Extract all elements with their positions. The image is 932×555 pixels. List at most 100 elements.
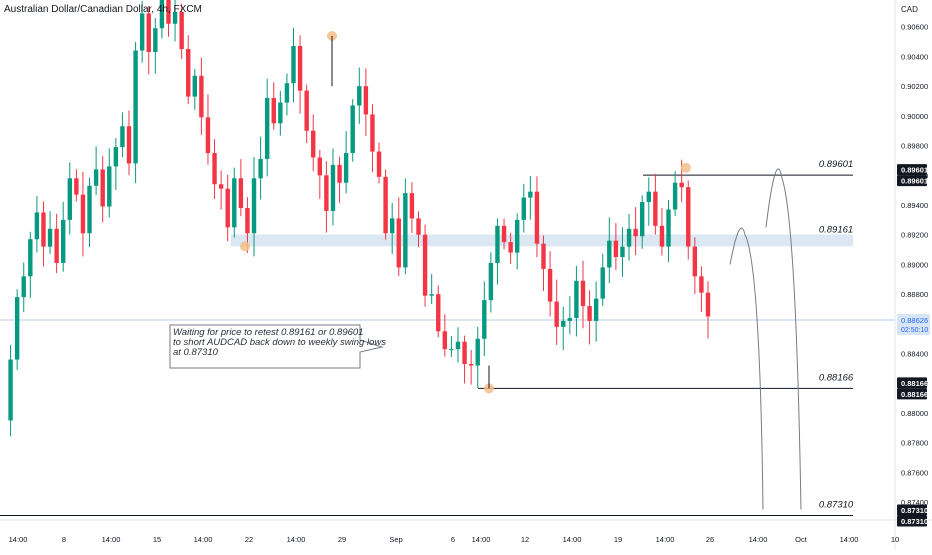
candle-body	[396, 218, 401, 268]
candle-body	[107, 166, 112, 207]
symbol-title: Australian Dollar/Canadian Dollar, 4h, F…	[4, 4, 202, 15]
candle-body	[54, 228, 59, 263]
candle-body	[554, 301, 559, 327]
candle-body	[212, 153, 217, 185]
candle-body	[705, 292, 711, 317]
candle-body	[416, 218, 421, 235]
candle-body	[409, 193, 415, 219]
candle-body	[383, 176, 388, 234]
candle-body	[640, 202, 645, 237]
level-label: 0.88166	[819, 372, 854, 383]
candle-body	[218, 184, 224, 189]
candle-body	[686, 187, 691, 247]
current-price-value: 0.88626	[901, 316, 928, 325]
current-price-tag	[897, 314, 930, 336]
candle-body	[199, 75, 204, 118]
candle-body	[139, 13, 145, 51]
candle-body	[403, 193, 408, 268]
candle-body	[514, 219, 520, 253]
candle-body	[357, 86, 362, 106]
price-tag-label: 0.87310	[901, 506, 928, 515]
candle-body	[41, 212, 46, 247]
y-tick-label: 0.87400	[901, 498, 928, 507]
candle-body	[264, 98, 270, 159]
candle-body	[607, 240, 612, 268]
x-tick-label: 14:00	[194, 535, 213, 544]
annotation-line-2: to short AUDCAD back down to weekly swin…	[173, 337, 386, 348]
swing-marker	[240, 241, 250, 252]
annotation-line-3: at 0.87310	[173, 347, 218, 358]
annotation-callout[interactable]: Waiting for price to retest 0.89161 or 0…	[170, 325, 386, 368]
candle-body	[284, 83, 290, 103]
price-tag-label: 0.89601	[901, 166, 928, 175]
candle-body	[699, 276, 704, 293]
candle-body	[659, 225, 665, 247]
price-tag	[897, 504, 927, 516]
candle-body	[370, 114, 375, 152]
candle-body	[567, 317, 573, 321]
candle-body	[113, 147, 119, 167]
candle-body	[488, 262, 494, 301]
candle-body	[28, 239, 33, 277]
candle-body	[14, 297, 20, 360]
callout-box	[169, 324, 384, 369]
candle-body	[541, 243, 546, 269]
candle-body	[574, 280, 579, 318]
x-tick-label: 29	[338, 535, 346, 544]
candle-body	[225, 188, 230, 228]
candle-body	[521, 197, 526, 220]
candle-body	[232, 178, 237, 228]
candle-body	[133, 50, 138, 164]
candle-body	[245, 208, 250, 234]
price-tag	[897, 388, 927, 400]
candle-body	[291, 46, 296, 84]
y-tick-label: 0.89400	[901, 201, 928, 210]
candle-body	[528, 191, 533, 198]
annotation-line-1: Waiting for price to retest 0.89161 or 0…	[173, 327, 364, 338]
y-tick-label: 0.89200	[901, 231, 928, 240]
candle-body	[600, 267, 605, 299]
level-label: 0.89601	[819, 159, 853, 170]
candle-body	[8, 359, 13, 421]
y-tick-label: 0.89000	[901, 260, 928, 269]
candle-body	[238, 178, 244, 208]
candle-body	[455, 341, 461, 350]
candle-body	[626, 228, 632, 247]
candle-body	[547, 268, 553, 302]
candle-body	[580, 280, 586, 307]
price-tag	[897, 175, 927, 187]
candle-body	[462, 341, 467, 364]
candle-body	[436, 294, 441, 332]
candle-body	[278, 102, 283, 124]
x-tick-label: 19	[614, 535, 622, 544]
x-tick-label: 15	[153, 535, 161, 544]
y-tick-label: 0.88400	[901, 350, 928, 359]
candle-body	[34, 212, 40, 240]
candle-body	[304, 90, 309, 131]
price-tag	[897, 164, 927, 176]
candle-body	[633, 228, 638, 237]
candles	[8, 0, 711, 437]
candle-body	[192, 75, 198, 97]
candle-body	[534, 191, 540, 244]
price-tag-label: 0.87310	[901, 517, 928, 526]
candle-body	[343, 153, 349, 183]
candle-body	[159, 0, 165, 29]
drawings	[169, 30, 802, 510]
price-tag-label: 0.88166	[901, 390, 928, 399]
candle-body	[74, 178, 79, 195]
x-tick-label: 14:00	[563, 535, 582, 544]
candle-body	[593, 298, 599, 321]
candle-body	[666, 209, 671, 247]
candle-body	[482, 300, 487, 339]
x-tick-label: 14:00	[9, 535, 28, 544]
y-tick-label: 0.89800	[901, 142, 928, 151]
candle-body	[495, 225, 500, 263]
candle-body	[172, 11, 178, 24]
candle-body	[153, 28, 158, 52]
y-tick-label: 0.90000	[901, 112, 928, 121]
levels: 0.89601 0.89161 0.88166 0.87310	[0, 159, 895, 517]
candle-body	[100, 169, 105, 207]
